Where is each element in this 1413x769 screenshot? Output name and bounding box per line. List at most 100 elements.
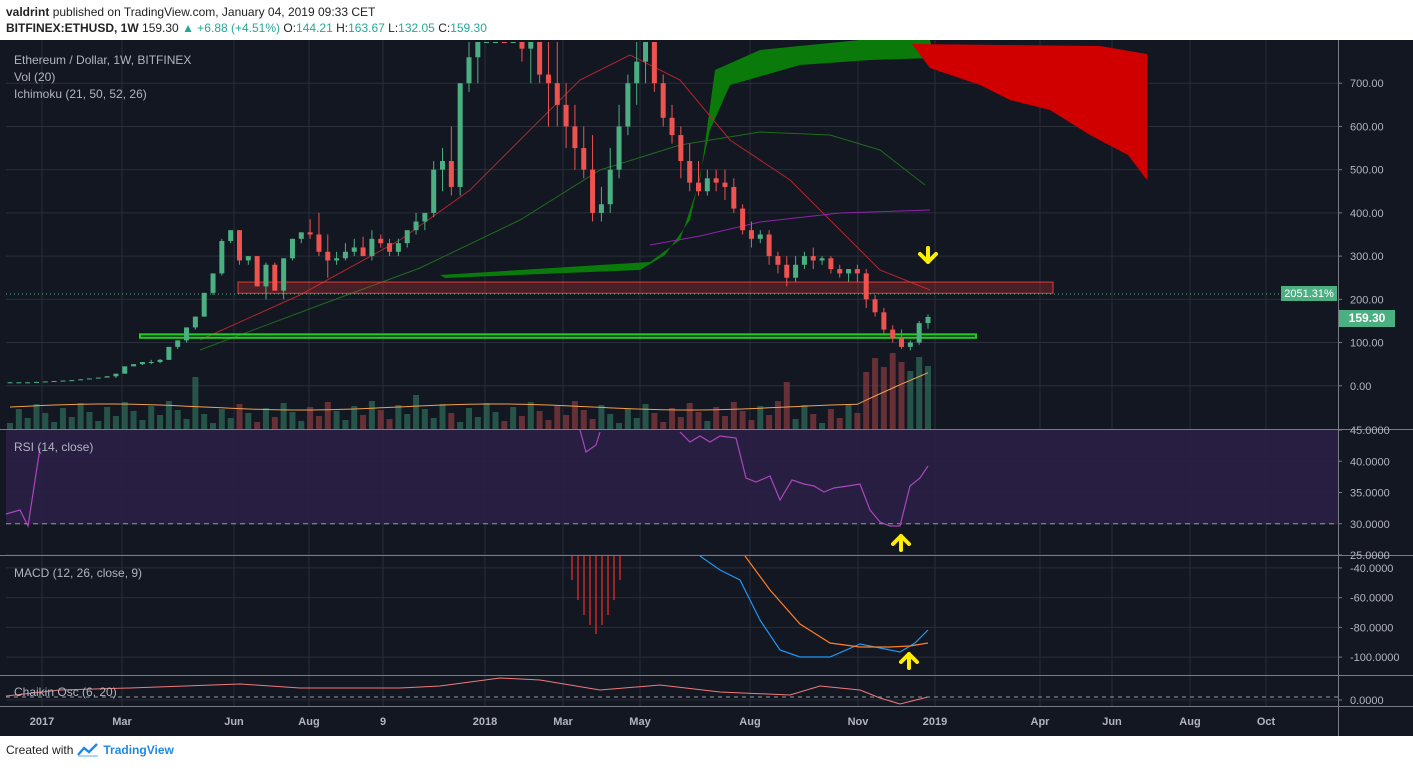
candle-body-100 bbox=[890, 329, 896, 339]
candle-93 bbox=[828, 256, 834, 274]
volume-bar-46 bbox=[413, 395, 420, 429]
volume-bar-99 bbox=[880, 367, 887, 429]
tradingview-logo-icon bbox=[77, 743, 99, 757]
time-label-0: 2017 bbox=[30, 716, 54, 728]
candle-body-50 bbox=[448, 161, 454, 187]
annotation-arrows bbox=[891, 246, 938, 670]
volume-bar-60 bbox=[536, 411, 543, 429]
candle-body-63 bbox=[563, 104, 569, 127]
volume-bar-4 bbox=[42, 413, 49, 429]
candle-body-18 bbox=[166, 346, 172, 360]
volume-bar-85 bbox=[757, 406, 764, 429]
candle-body-3 bbox=[33, 381, 39, 383]
candle-64 bbox=[572, 104, 578, 170]
change-up-icon: ▲ bbox=[182, 21, 194, 35]
axis-label-macd-0: -40.0000 bbox=[1350, 563, 1393, 575]
volume-bar-31 bbox=[280, 403, 287, 429]
volume-bar-95 bbox=[845, 404, 852, 429]
candle-28 bbox=[254, 256, 260, 287]
candle-body-90 bbox=[801, 256, 807, 265]
candle-90 bbox=[801, 251, 807, 270]
candle-body-54 bbox=[484, 42, 490, 43]
volume-bar-86 bbox=[766, 415, 773, 429]
volume-bar-54 bbox=[483, 403, 490, 429]
candle-body-59 bbox=[528, 42, 534, 49]
footer-brand[interactable]: TradingView bbox=[103, 743, 174, 757]
candle-body-6 bbox=[60, 380, 66, 382]
volume-ma-line bbox=[9, 372, 929, 411]
candle-51 bbox=[457, 83, 463, 196]
candle-24 bbox=[219, 238, 225, 276]
candle-body-87 bbox=[775, 256, 781, 265]
volume-legend: Vol (20) bbox=[14, 70, 55, 84]
candle-body-56 bbox=[501, 42, 507, 43]
volume-bar-5 bbox=[51, 422, 58, 429]
candle-1 bbox=[16, 381, 22, 384]
volume-bar-81 bbox=[721, 416, 728, 429]
candle-25 bbox=[228, 230, 234, 244]
axis-label-macd-3: -100.0000 bbox=[1350, 652, 1400, 664]
author-name[interactable]: valdrint bbox=[6, 5, 50, 19]
candle-body-5 bbox=[51, 381, 57, 383]
candle-103 bbox=[916, 320, 922, 345]
macd-signal-line bbox=[744, 555, 929, 648]
volume-bar-48 bbox=[430, 418, 437, 429]
candle-23 bbox=[210, 273, 216, 296]
ichimoku-legend: Ichimoku (21, 50, 52, 26) bbox=[14, 87, 147, 101]
candle-body-29 bbox=[263, 264, 269, 287]
time-axis[interactable]: 2017 Mar Jun Aug 9 2018 Mar May Aug Nov 2019 Apr Jun… bbox=[30, 716, 1276, 728]
volume-bar-33 bbox=[298, 421, 305, 429]
volume-bar-16 bbox=[148, 406, 155, 429]
percent-badge: 2051.31% bbox=[1281, 286, 1337, 301]
volume-bar-52 bbox=[466, 408, 472, 429]
close-label: C: bbox=[438, 21, 451, 35]
volume-bar-84 bbox=[748, 420, 755, 429]
candle-54 bbox=[484, 42, 490, 43]
candle-0 bbox=[7, 381, 13, 384]
candle-body-96 bbox=[854, 269, 860, 274]
volume-bar-61 bbox=[545, 420, 552, 429]
candle-75 bbox=[669, 104, 675, 144]
chaikin-legend: Chaikin Osc (6, 20) bbox=[14, 685, 117, 699]
volume-bar-51 bbox=[457, 422, 464, 429]
ichimoku-cloud bbox=[199, 40, 1147, 351]
axis-label-rsi-4: 25.0000 bbox=[1350, 550, 1390, 562]
candle-body-17 bbox=[157, 359, 163, 363]
candle-body-52 bbox=[466, 57, 472, 84]
time-label-1: Mar bbox=[112, 716, 132, 728]
candle-49 bbox=[440, 148, 446, 192]
volume-bar-59 bbox=[527, 402, 534, 429]
candle-body-1 bbox=[16, 382, 22, 384]
volume-bar-14 bbox=[130, 411, 137, 429]
candle-85 bbox=[757, 230, 763, 244]
candlestick-series[interactable] bbox=[7, 42, 931, 384]
candle-53 bbox=[475, 42, 481, 84]
chart-canvas[interactable]: 700.00 600.00 500.00 400.00 300.00 200.00 100.… bbox=[0, 40, 1413, 736]
axis-label-rsi-2: 35.0000 bbox=[1350, 488, 1390, 500]
volume-bar-11 bbox=[104, 407, 111, 429]
candle-body-70 bbox=[625, 83, 631, 127]
candle-body-83 bbox=[740, 208, 746, 231]
volume-bar-18 bbox=[165, 401, 172, 429]
axis-label-main-2: 500.00 bbox=[1350, 165, 1384, 177]
time-label-14: Oct bbox=[1257, 716, 1276, 728]
candle-body-103 bbox=[916, 323, 922, 343]
candle-body-36 bbox=[325, 251, 331, 261]
chaikin-line bbox=[5, 677, 929, 705]
candle-body-8 bbox=[78, 379, 84, 381]
macd-legend: MACD (12, 26, close, 9) bbox=[14, 566, 142, 580]
axis-label-macd-2: -80.0000 bbox=[1350, 622, 1393, 634]
candle-body-46 bbox=[413, 221, 419, 231]
candle-body-75 bbox=[669, 117, 675, 136]
volume-bar-38 bbox=[342, 420, 349, 429]
price-axis[interactable]: 700.00 600.00 500.00 400.00 300.00 200.00 100.… bbox=[1338, 78, 1400, 707]
axis-label-main-6: 100.00 bbox=[1350, 338, 1384, 350]
candle-body-91 bbox=[810, 256, 816, 261]
candle-body-42 bbox=[378, 238, 384, 244]
volume-bar-63 bbox=[563, 415, 570, 429]
candle-10 bbox=[95, 377, 101, 379]
candle-body-84 bbox=[748, 230, 754, 239]
candle-7 bbox=[69, 380, 75, 382]
volume-bar-3 bbox=[33, 404, 40, 429]
candle-body-64 bbox=[572, 126, 578, 149]
